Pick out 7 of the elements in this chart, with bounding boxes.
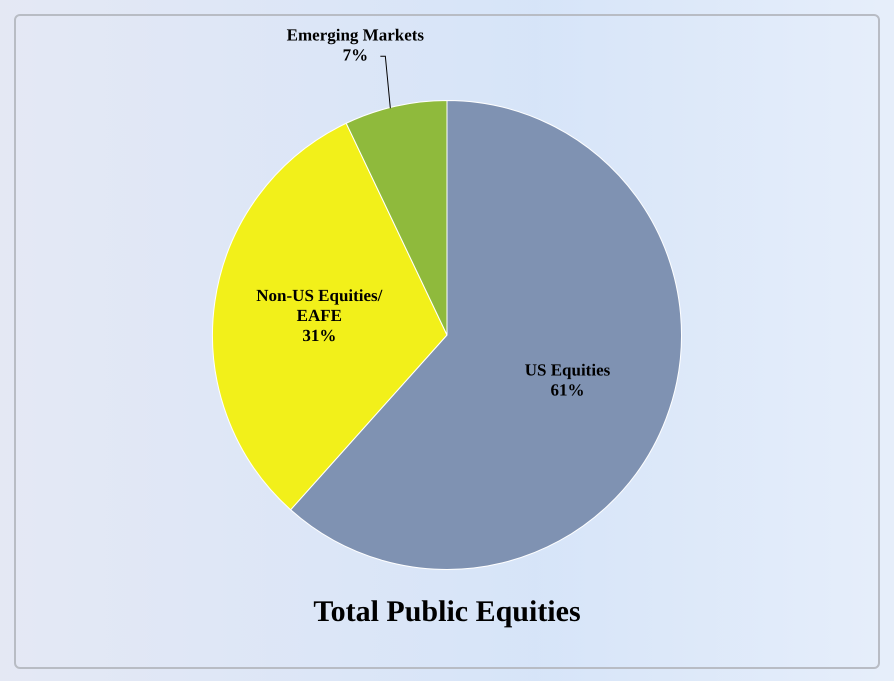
data-label: 31% bbox=[302, 326, 336, 346]
slice-label: Emerging Markets bbox=[286, 26, 424, 45]
slice-label: US Equities bbox=[524, 360, 611, 380]
data-label: 7% bbox=[342, 46, 368, 65]
text: Total Public Equities bbox=[312, 595, 582, 629]
slice-label: Non-US Equities/EAFE bbox=[256, 286, 383, 326]
data-label: 61% bbox=[550, 380, 584, 400]
